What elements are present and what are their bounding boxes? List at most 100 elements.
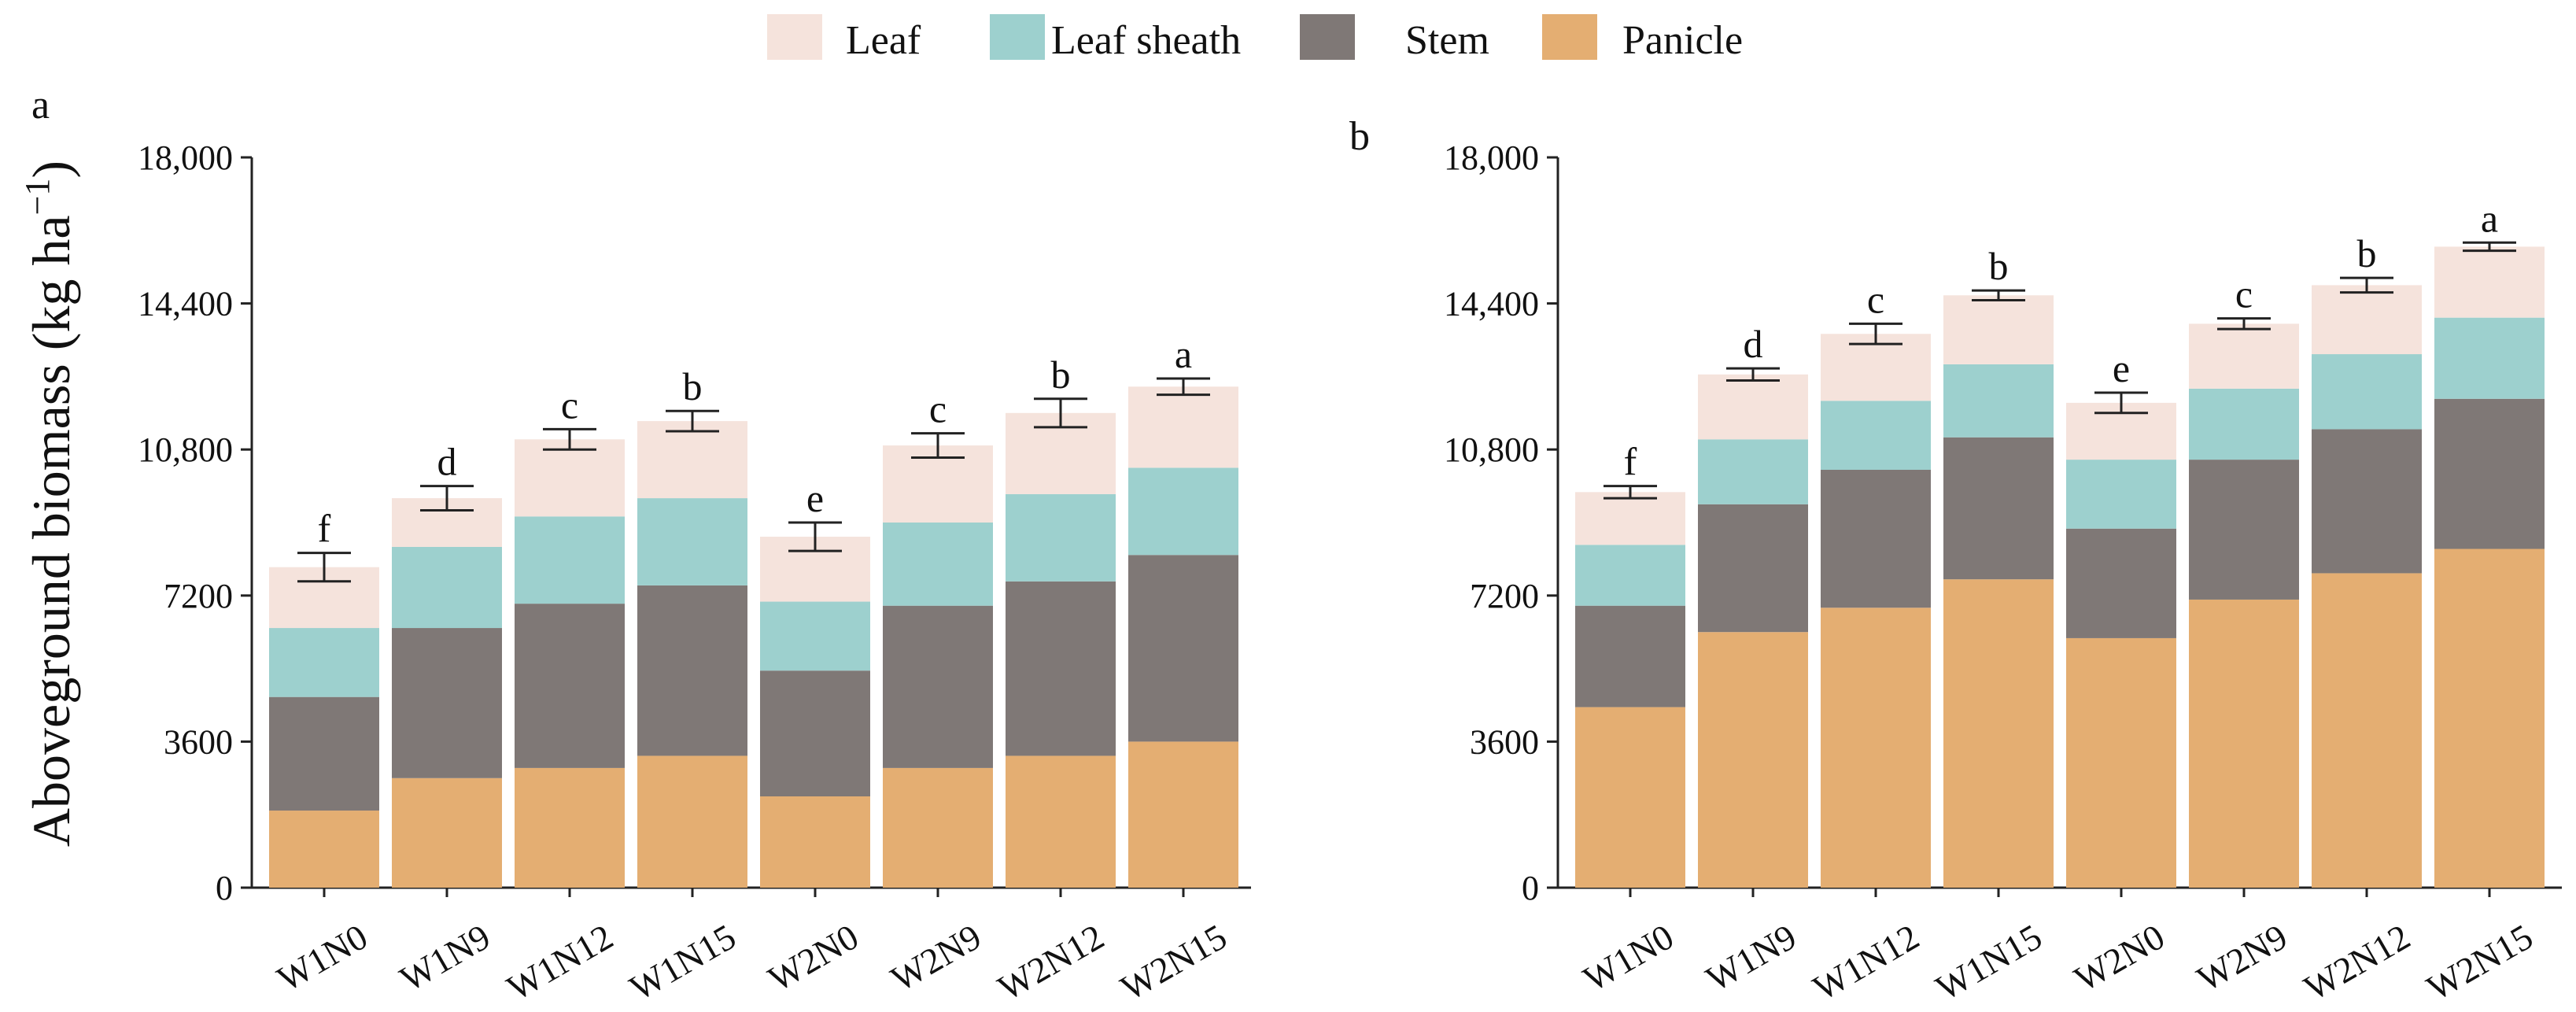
bar-stem-w2n9 (883, 605, 993, 768)
bar-stem-w2n15 (2434, 398, 2545, 549)
bar-panicle-w1n12 (1821, 608, 1931, 888)
legend-item-stem: Stem (1300, 14, 1489, 63)
panel-label-b: b (1349, 114, 1370, 159)
x-tick-label-w2n9: W2N9 (2190, 916, 2294, 999)
bar-panicle-w1n0 (1575, 707, 1685, 888)
y-axis-b: 0 3600 7200 10,800 14,400 18,000 (1444, 139, 2562, 907)
bar-leaf-w2n15 (2434, 246, 2545, 318)
legend-swatch-panicle (1542, 14, 1597, 60)
significance-letters-a: f d c b e c b a (318, 332, 1192, 551)
bar-stem-w1n12 (515, 604, 625, 768)
bar-panicle-w2n15 (1128, 741, 1238, 888)
bar-panicle-w2n12 (2312, 573, 2422, 888)
legend-item-leaf: Leaf (767, 14, 921, 63)
y-tick-label: 7200 (164, 577, 233, 615)
bar-stem-w1n0 (1575, 605, 1685, 707)
bar-stem-w1n9 (392, 628, 502, 778)
bar-panicle-w1n9 (1698, 632, 1808, 888)
bar-panicle-w1n15 (1943, 579, 2054, 888)
significance-letters-b: f d c b e c b a (1624, 196, 2498, 483)
bar-leaf-sheath-w1n12 (1821, 401, 1931, 470)
y-tick-label: 14,400 (1444, 285, 1539, 323)
significance-letter-w1n15: b (1989, 244, 2009, 288)
bar-leaf-sheath-w1n0 (269, 628, 379, 697)
significance-letter-w2n12: b (2357, 231, 2377, 275)
x-tick-label-w2n15: W2N15 (2420, 916, 2540, 1008)
x-tick-label-w2n0: W2N0 (762, 916, 865, 999)
bar-panicle-w1n0 (269, 811, 379, 888)
bar-leaf-w1n15 (637, 421, 747, 499)
bar-stem-w1n15 (1943, 437, 2054, 580)
significance-letter-w1n9: d (437, 440, 457, 484)
bars-a (269, 386, 1238, 888)
y-tick-label: 0 (1522, 869, 1539, 907)
bar-leaf-sheath-w2n15 (1128, 467, 1238, 556)
bar-panicle-w2n9 (2189, 599, 2299, 888)
bar-leaf-w1n0 (1575, 492, 1685, 545)
bar-leaf-sheath-w2n0 (760, 601, 870, 671)
bar-panicle-w2n0 (2066, 637, 2176, 888)
legend-swatch-stem (1300, 14, 1355, 60)
chart-panel-b: b 0 3600 7200 10,800 14,400 18,000 f d c b e c b a W… (1349, 114, 2562, 1008)
bar-leaf-w1n12 (515, 439, 625, 517)
significance-letter-w2n15: a (2481, 196, 2498, 240)
y-tick-label: 18,000 (1444, 139, 1539, 177)
bars-b (1575, 246, 2545, 888)
bar-stem-w1n12 (1821, 469, 1931, 608)
bar-leaf-sheath-w2n9 (2189, 388, 2299, 460)
x-tick-label-w2n12: W2N12 (991, 916, 1111, 1008)
bar-panicle-w1n12 (515, 767, 625, 888)
bar-leaf-sheath-w1n0 (1575, 545, 1685, 606)
legend-label-panicle: Panicle (1622, 18, 1743, 63)
bar-panicle-w2n9 (883, 767, 993, 888)
x-tick-label-w1n15: W1N15 (1929, 916, 2049, 1008)
x-tick-label-w1n12: W1N12 (500, 916, 620, 1008)
bar-panicle-w1n15 (637, 755, 747, 888)
significance-letter-w1n0: f (318, 507, 331, 551)
bar-stem-w2n0 (2066, 528, 2176, 638)
significance-letter-w1n0: f (1624, 440, 1637, 484)
significance-letter-w1n12: c (1867, 277, 1884, 321)
y-tick-label: 18,000 (138, 139, 233, 177)
bar-leaf-w2n15 (1128, 386, 1238, 468)
bar-stem-w2n12 (1006, 581, 1116, 756)
bar-leaf-sheath-w1n15 (637, 498, 747, 585)
bar-leaf-w1n9 (1698, 374, 1808, 440)
y-tick-label: 7200 (1470, 577, 1539, 615)
bar-leaf-sheath-w1n12 (515, 516, 625, 604)
bar-leaf-w2n12 (2312, 285, 2422, 355)
bar-panicle-w2n12 (1006, 755, 1116, 888)
significance-letter-w1n12: c (561, 382, 578, 427)
bar-leaf-sheath-w2n12 (2312, 354, 2422, 430)
y-tick-label: 10,800 (138, 430, 233, 469)
significance-letter-w2n0: e (806, 476, 824, 520)
bar-panicle-w2n15 (2434, 548, 2545, 888)
significance-letter-w1n15: b (683, 364, 703, 408)
bar-leaf-sheath-w2n9 (883, 523, 993, 606)
legend: Leaf Leaf sheath Stem Panicle (767, 14, 1743, 63)
bar-stem-w2n9 (2189, 460, 2299, 600)
bar-stem-w2n12 (2312, 429, 2422, 574)
bar-leaf-sheath-w2n12 (1006, 493, 1116, 582)
bar-leaf-sheath-w2n15 (2434, 317, 2545, 399)
y-tick-label: 10,800 (1444, 430, 1539, 469)
significance-letter-w1n9: d (1744, 322, 1763, 366)
significance-letter-w2n9: c (2235, 272, 2253, 316)
x-tick-label-w1n9: W1N9 (393, 916, 497, 999)
bar-leaf-w1n15 (1943, 295, 2054, 364)
legend-swatch-leaf-sheath (990, 14, 1045, 60)
panel-label-a: a (31, 83, 50, 127)
y-axis-title: Aboveground biomass (kg ha−1) (18, 161, 81, 847)
x-tick-label-w1n0: W1N0 (271, 916, 375, 999)
y-tick-label: 0 (216, 869, 233, 907)
y-tick-label: 3600 (1470, 722, 1539, 761)
x-axis-b: W1N0 W1N9 W1N12 W1N15 W2N0 W2N9 W2N12 W2N15 (1577, 888, 2540, 1008)
bar-leaf-sheath-w1n9 (1698, 439, 1808, 504)
legend-item-panicle: Panicle (1542, 14, 1743, 63)
legend-swatch-leaf (767, 14, 822, 60)
bar-leaf-w2n9 (2189, 323, 2299, 389)
significance-letter-w2n15: a (1175, 332, 1192, 376)
x-tick-label-w2n15: W2N15 (1114, 916, 1234, 1008)
x-tick-label-w2n9: W2N9 (884, 916, 988, 999)
